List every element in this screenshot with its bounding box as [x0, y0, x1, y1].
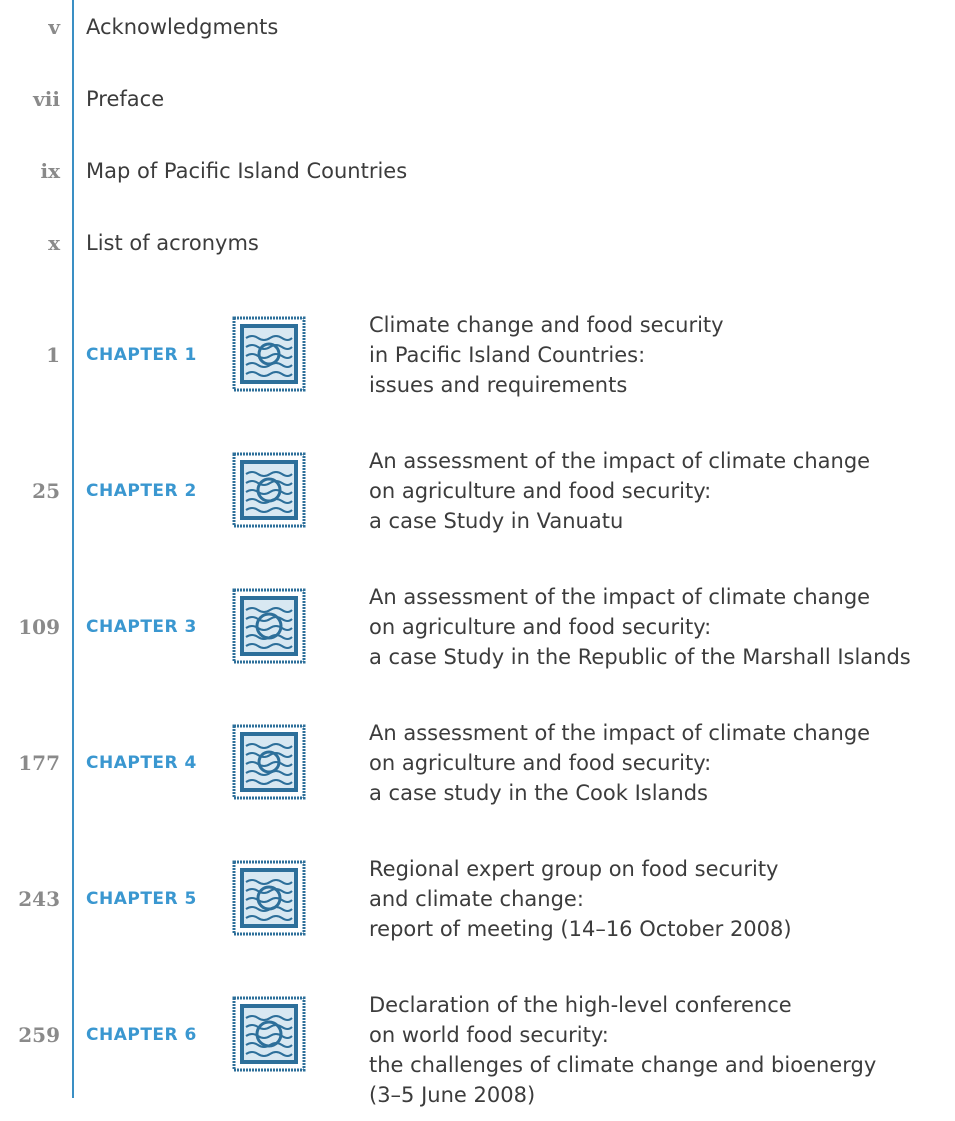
chapter-label: CHAPTER 1	[86, 340, 197, 370]
chapter-title-line: An assessment of the impact of climate c…	[369, 582, 870, 612]
toc-page: v Acknowledgments vii Preface ix Map of Pacif…	[0, 0, 955, 1121]
chapter-title-line: Climate change and food security	[369, 310, 724, 340]
vertical-rule	[72, 0, 74, 1098]
entry-title: Map of Pacific Island Countries	[86, 156, 407, 186]
page-number: x	[48, 228, 60, 258]
page-number: v	[48, 12, 60, 42]
chapter-title-line: on agriculture and food security:	[369, 748, 711, 778]
chapter-icon	[232, 452, 306, 528]
page-number: vii	[33, 84, 60, 114]
chapter-title-line: report of meeting (14–16 October 2008)	[369, 914, 792, 944]
chapter-title-line: the challenges of climate change and bio…	[369, 1050, 876, 1080]
chapter-label: CHAPTER 3	[86, 612, 197, 642]
chapter-title-line: in Pacific Island Countries:	[369, 340, 645, 370]
page-number: 1	[46, 340, 60, 370]
page-number: 243	[18, 884, 60, 914]
chapter-icon	[232, 860, 306, 936]
page-number: ix	[40, 156, 60, 186]
chapter-title-line: issues and requirements	[369, 370, 627, 400]
chapter-title-line: (3–5 June 2008)	[369, 1080, 535, 1110]
page-number: 177	[18, 748, 60, 778]
chapter-icon	[232, 996, 306, 1072]
chapter-title-line: on world food security:	[369, 1020, 609, 1050]
chapter-title-line: a case study in the Cook Islands	[369, 778, 708, 808]
chapter-title-line: a case Study in Vanuatu	[369, 506, 623, 536]
chapter-label: CHAPTER 2	[86, 476, 197, 506]
chapter-label: CHAPTER 4	[86, 748, 197, 778]
chapter-label: CHAPTER 5	[86, 884, 197, 914]
chapter-icon	[232, 724, 306, 800]
chapter-label: CHAPTER 6	[86, 1020, 197, 1050]
chapter-icon	[232, 588, 306, 664]
chapter-title-line: Declaration of the high-level conference	[369, 990, 792, 1020]
chapter-title-line: An assessment of the impact of climate c…	[369, 718, 870, 748]
chapter-title-line: on agriculture and food security:	[369, 476, 711, 506]
chapter-title-line: on agriculture and food security:	[369, 612, 711, 642]
entry-title: List of acronyms	[86, 228, 259, 258]
chapter-title-line: a case Study in the Republic of the Mars…	[369, 642, 911, 672]
chapter-title-line: An assessment of the impact of climate c…	[369, 446, 870, 476]
chapter-icon	[232, 316, 306, 392]
page-number: 109	[18, 612, 60, 642]
entry-title: Acknowledgments	[86, 12, 278, 42]
page-number: 259	[18, 1020, 60, 1050]
page-number: 25	[32, 476, 60, 506]
chapter-title-line: and climate change:	[369, 884, 584, 914]
entry-title: Preface	[86, 84, 164, 114]
chapter-title-line: Regional expert group on food security	[369, 854, 778, 884]
